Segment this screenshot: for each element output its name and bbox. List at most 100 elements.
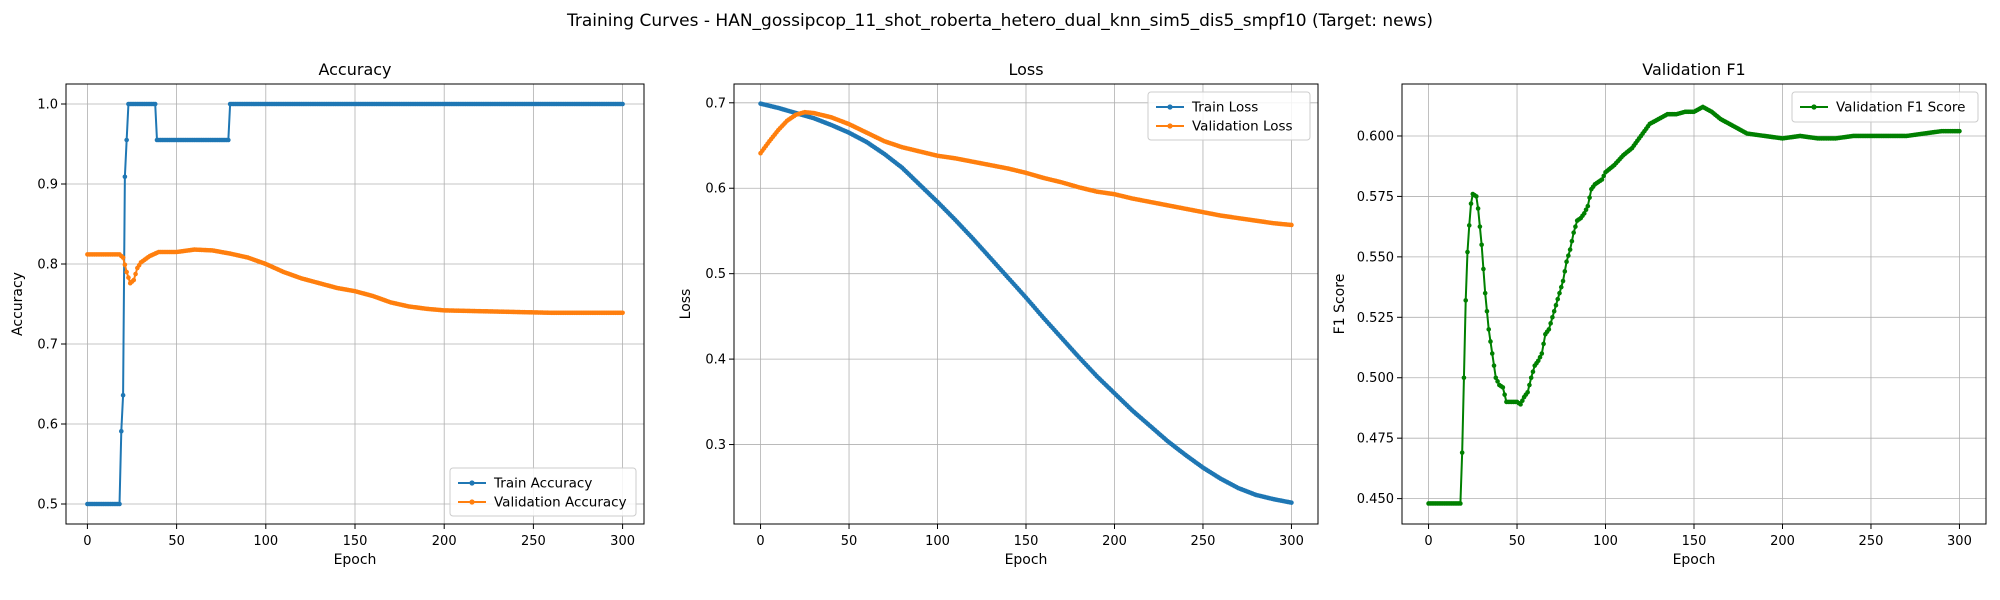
legend-swatch-marker <box>469 499 475 505</box>
data-point <box>1461 375 1467 381</box>
data-point <box>1541 341 1546 347</box>
data-point <box>1500 385 1506 390</box>
y-axis-label: F1 Score <box>1332 274 1348 335</box>
y-axis-label: Loss <box>678 289 694 320</box>
panel-title: Loss <box>1008 60 1043 79</box>
y-tick-label: 0.475 <box>1357 432 1394 447</box>
data-point <box>1481 266 1486 272</box>
data-point <box>126 275 131 280</box>
legend-swatch-marker <box>1811 104 1817 110</box>
data-point <box>1474 194 1479 199</box>
data-point <box>1599 177 1605 182</box>
x-tick-label: 150 <box>1682 534 1707 549</box>
panel-3: 0 50 100 150 200 250 300 0.450 0.475 0.500 0.525 0.… <box>1332 60 1987 568</box>
y-tick-label: 0.450 <box>1357 492 1394 507</box>
data-point <box>1465 249 1470 255</box>
data-point <box>1566 253 1571 258</box>
legend-label: Train Loss <box>1191 100 1258 116</box>
x-tick-label: 50 <box>168 534 185 549</box>
x-tick-label: 250 <box>1191 534 1216 549</box>
data-point <box>1527 382 1532 388</box>
x-tick-label: 100 <box>1593 534 1618 549</box>
data-point <box>1488 339 1493 344</box>
y-tick-label: 0.4 <box>705 353 726 368</box>
data-point <box>119 428 124 434</box>
data-point <box>1569 238 1575 244</box>
figure-suptitle: Training Curves - HAN_gossipcop_11_shot_… <box>566 11 1433 31</box>
data-point <box>122 174 128 180</box>
series-markers-1 <box>758 101 1294 505</box>
panel-title: Accuracy <box>318 60 391 79</box>
data-point <box>120 255 126 260</box>
y-tick-label: 0.6 <box>37 418 58 433</box>
data-point <box>1502 392 1507 397</box>
data-point <box>1466 223 1472 228</box>
data-point <box>124 269 129 275</box>
data-point <box>1583 207 1589 213</box>
data-point <box>1587 195 1592 200</box>
data-point <box>1535 358 1541 364</box>
y-axis-label: Accuracy <box>10 272 26 336</box>
data-point <box>1459 450 1465 455</box>
data-point <box>1573 224 1578 229</box>
data-point <box>1289 500 1294 505</box>
x-tick-label: 300 <box>1947 534 1972 549</box>
data-point <box>1537 354 1543 360</box>
y-tick-label: 0.8 <box>37 258 58 273</box>
data-point <box>1530 369 1536 374</box>
data-point <box>1479 242 1484 248</box>
x-tick-label: 200 <box>1770 534 1795 549</box>
y-tick-label: 0.600 <box>1357 129 1394 144</box>
data-point <box>1562 269 1568 274</box>
data-point <box>1601 173 1607 179</box>
legend-swatch-marker <box>1167 123 1173 129</box>
x-tick-label: 200 <box>1102 534 1127 549</box>
series-markers-1 <box>85 101 625 507</box>
data-point <box>1558 284 1564 290</box>
data-point <box>131 277 137 283</box>
series-markers-2 <box>758 109 1294 228</box>
legend: Train Loss Validation Loss <box>1147 91 1311 141</box>
data-point <box>1493 375 1499 381</box>
y-tick-label: 0.575 <box>1357 190 1394 205</box>
y-tick-label: 0.7 <box>705 96 726 111</box>
panel-1: 0 50 100 150 200 250 300 0.5 0.6 0.7 0.8 0.9 1.0 Accu… <box>10 60 645 568</box>
data-point <box>1482 290 1488 296</box>
data-point <box>1475 206 1481 211</box>
y-tick-label: 0.525 <box>1357 311 1394 326</box>
x-tick-label: 250 <box>1859 534 1884 549</box>
y-tick-label: 0.6 <box>705 182 726 197</box>
x-axis-label: Epoch <box>1005 552 1048 568</box>
y-tick-label: 0.5 <box>705 267 726 282</box>
data-point <box>1491 363 1497 368</box>
panel-title: Validation F1 <box>1642 60 1745 79</box>
data-point <box>1553 302 1559 308</box>
data-point <box>1525 389 1530 395</box>
data-point <box>122 262 128 268</box>
data-point <box>1289 222 1294 228</box>
y-tick-label: 0.500 <box>1357 371 1394 386</box>
data-point <box>1957 128 1962 134</box>
data-point <box>1489 351 1495 356</box>
data-point <box>1520 398 1525 404</box>
x-tick-label: 0 <box>756 534 764 549</box>
legend-label: Train Accuracy <box>493 476 592 492</box>
data-point <box>1539 351 1545 356</box>
x-tick-label: 0 <box>1424 534 1432 549</box>
x-axis-label: Epoch <box>1673 552 1716 568</box>
data-point <box>1546 327 1552 332</box>
data-point <box>620 101 625 107</box>
data-point <box>1557 290 1562 296</box>
y-tick-label: 0.3 <box>705 438 726 453</box>
x-tick-label: 0 <box>83 534 91 549</box>
data-point <box>1486 327 1492 332</box>
data-point <box>1581 211 1587 216</box>
legend-swatch-marker <box>1167 104 1173 110</box>
y-tick-label: 1.0 <box>37 98 58 113</box>
legend-label: Validation F1 Score <box>1836 100 1965 116</box>
data-point <box>1585 203 1591 209</box>
data-point <box>1495 379 1500 384</box>
data-point <box>133 271 138 277</box>
y-tick-label: 0.7 <box>37 338 58 353</box>
